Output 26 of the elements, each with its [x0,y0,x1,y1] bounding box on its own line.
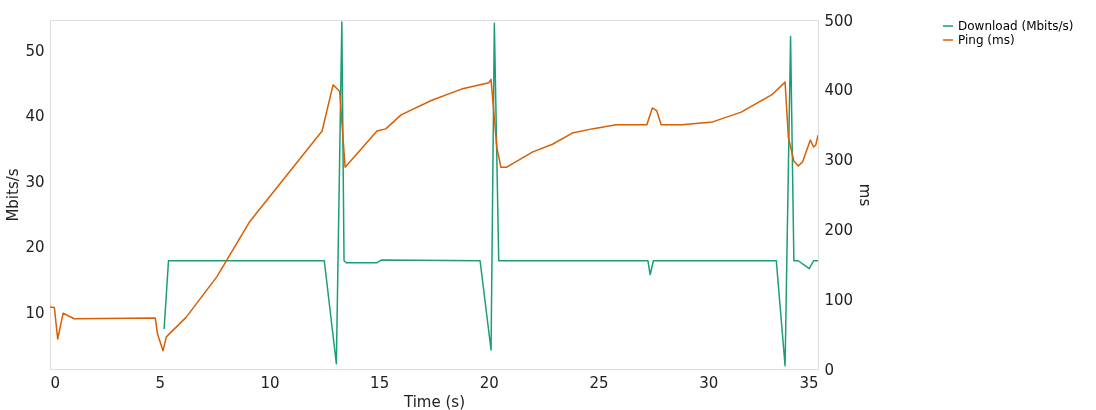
y-tick-label: 10 [25,304,45,323]
y-axis-title: Mbits/s [4,168,23,222]
y2-tick-label: 200 [824,220,854,239]
y2-tick-label: 400 [824,81,854,100]
legend-label: Ping (ms) [958,33,1015,47]
x-tick-label: 5 [155,373,165,392]
x-tick-label: 10 [260,373,280,392]
x-tick-label: 20 [479,373,499,392]
y2-tick-label: 100 [824,290,854,309]
y-tick-label: 40 [25,107,45,126]
x-tick-label: 30 [699,373,719,392]
line-series [163,21,818,367]
x-axis-title: Time (s) [403,392,465,410]
y2-axis-title: ms [856,183,875,207]
x-tick-label: 35 [799,373,819,392]
y-tick-label: 30 [25,172,45,191]
y2-tick-label: 0 [824,360,835,379]
y-tick-label: 50 [25,41,45,60]
y-tick-label: 20 [25,238,45,257]
x-tick-label: 15 [370,373,390,392]
legend-label: Download (Mbits/s) [958,19,1074,33]
x-tick-label: 25 [589,373,609,392]
line-series [50,78,818,352]
y2-tick-label: 300 [824,151,854,170]
x-tick-label: 0 [50,373,61,392]
y2-tick-label: 500 [824,11,854,30]
